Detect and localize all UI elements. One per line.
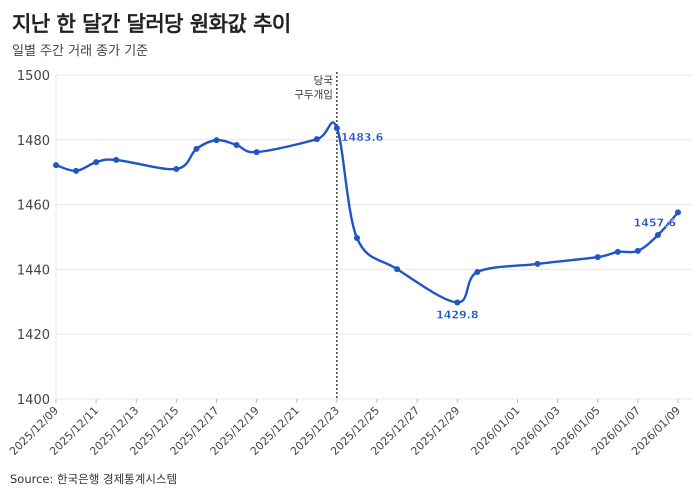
data-point [474, 268, 481, 275]
data-point [394, 266, 401, 273]
y-tick-label: 1480 [17, 134, 50, 149]
data-point [113, 156, 120, 163]
data-point [173, 165, 180, 172]
data-point [675, 209, 681, 216]
y-tick-label: 1440 [17, 263, 50, 278]
chart-subtitle: 일별 주간 거래 종가 기준 [12, 44, 149, 59]
data-point [213, 137, 220, 144]
annotation-label: 당국 [314, 75, 334, 87]
data-point [353, 234, 360, 241]
data-point [193, 145, 200, 152]
data-point [614, 248, 621, 255]
data-point [634, 247, 641, 254]
data-point [93, 159, 100, 166]
y-tick-label: 1500 [17, 69, 50, 84]
annotation-label: 구두개입 [294, 88, 333, 101]
series-line [55, 121, 679, 304]
source-note: Source: 한국은행 경제통계시스템 [10, 472, 178, 486]
data-label: 1457.6 [634, 216, 677, 229]
y-tick-label: 1420 [17, 328, 50, 343]
data-point [253, 149, 260, 156]
data-point [534, 260, 541, 267]
data-label: 1483.6 [341, 131, 384, 144]
data-point [454, 299, 461, 306]
data-point [73, 167, 80, 174]
data-point [233, 141, 240, 148]
data-point [333, 125, 340, 132]
y-tick-label: 1460 [17, 199, 50, 214]
data-point [594, 254, 601, 261]
y-tick-label: 1400 [17, 393, 50, 408]
data-point [53, 162, 59, 169]
chart-title: 지난 한 달간 달러당 원화값 추이 [12, 12, 291, 36]
data-point [654, 232, 661, 239]
data-label: 1429.8 [436, 308, 478, 321]
data-point [313, 136, 320, 143]
